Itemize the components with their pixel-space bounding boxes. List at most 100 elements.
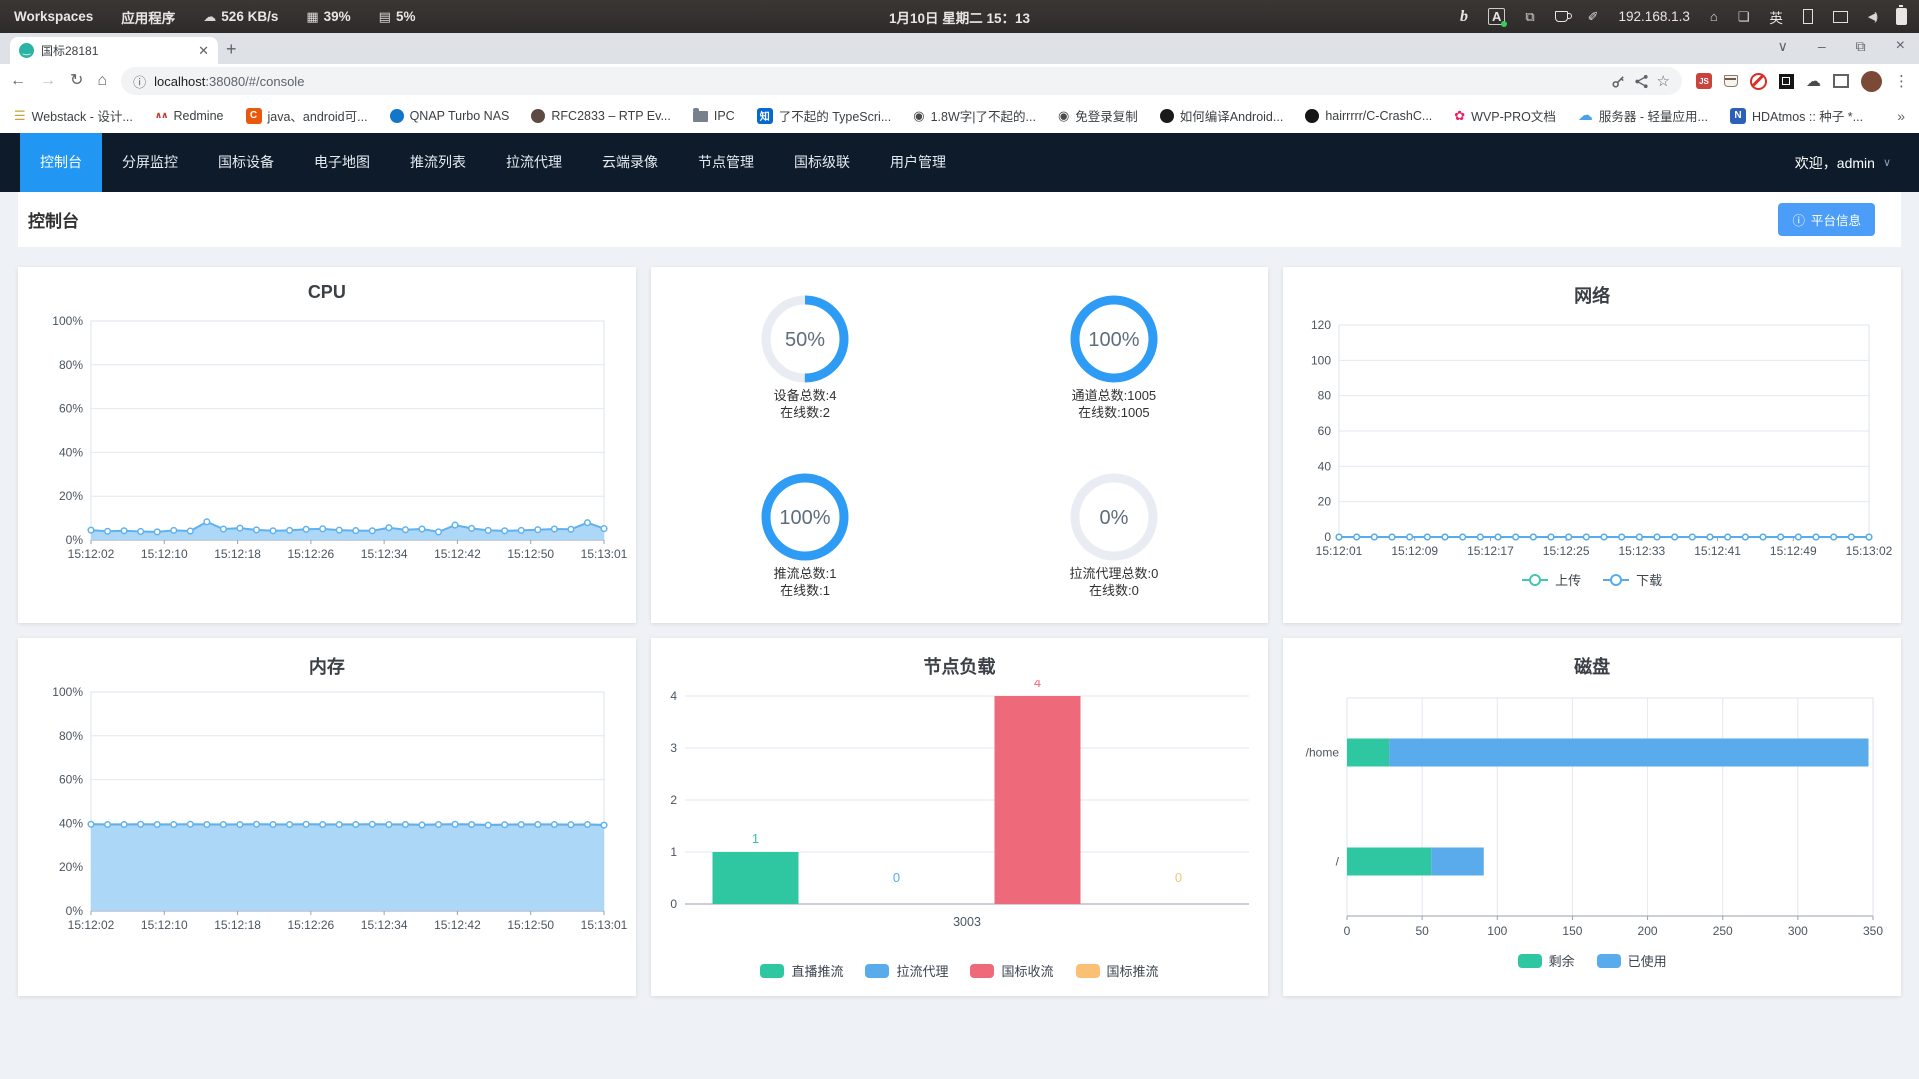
legend-item[interactable]: 国标收流 xyxy=(970,961,1054,980)
user-menu[interactable]: 欢迎，admin ∨ xyxy=(1795,153,1919,173)
cup-extension-icon[interactable] xyxy=(1724,75,1738,87)
nav-item-split-screen[interactable]: 分屏监控 xyxy=(122,154,178,170)
dark-cloud-extension-icon[interactable]: ☁ xyxy=(1806,73,1821,90)
legend-item[interactable]: 上传 xyxy=(1522,570,1581,589)
svg-text:20: 20 xyxy=(1318,495,1332,509)
input-method-indicator[interactable]: 英 xyxy=(1769,10,1783,26)
legend-item[interactable]: 下载 xyxy=(1603,570,1662,589)
nav-item-e-map[interactable]: 电子地图 xyxy=(314,154,370,170)
clock[interactable]: 1月10日 星期二 15：13 xyxy=(888,10,1031,26)
svg-text:15:12:09: 15:12:09 xyxy=(1392,544,1439,558)
ip-address[interactable]: 192.168.1.3 xyxy=(1618,9,1690,24)
svg-text:80%: 80% xyxy=(59,358,83,372)
svg-text:100%: 100% xyxy=(52,314,83,328)
svg-text:250: 250 xyxy=(1713,924,1733,938)
window-switch-icon[interactable]: ❏ xyxy=(1737,8,1750,24)
home-button[interactable]: ⌂ xyxy=(97,72,108,89)
profile-avatar[interactable] xyxy=(1861,70,1882,92)
tab-close-icon[interactable]: ✕ xyxy=(198,42,209,58)
bookmark-item[interactable]: RFC2833 – RTP Ev... xyxy=(531,108,671,123)
bookmark-item[interactable]: ☁ 服务器 - 轻量应用... xyxy=(1578,106,1708,125)
svg-text:15:12:02: 15:12:02 xyxy=(68,918,115,932)
bookmark-item[interactable]: N HDAtmos :: 种子 *... xyxy=(1729,106,1863,125)
window-close-button[interactable]: × xyxy=(1895,37,1905,54)
bookmark-star-icon[interactable]: ☆ xyxy=(1656,73,1670,90)
svg-text:20%: 20% xyxy=(59,860,83,874)
legend-label: 国标推流 xyxy=(1106,964,1159,979)
window-minimize-button[interactable]: – xyxy=(1817,38,1826,54)
nav-item-push-list[interactable]: 推流列表 xyxy=(410,154,466,170)
url-text[interactable]: localhost:38080/#/console xyxy=(154,73,305,89)
coffee-tray-icon[interactable] xyxy=(1554,11,1572,22)
copy-free-icon: ◉ xyxy=(1057,108,1070,123)
legend-item[interactable]: 直播推流 xyxy=(760,961,843,980)
load-legend: 直播推流 拉流代理 国标收流 国标推流 xyxy=(651,961,1269,980)
site-info-icon[interactable]: ⓘ xyxy=(133,74,147,90)
applications-button[interactable]: 应用程序 xyxy=(121,10,176,26)
window-extension-icon[interactable] xyxy=(1833,74,1849,88)
legend-marker-icon xyxy=(1522,573,1549,586)
svg-text:3003: 3003 xyxy=(953,915,981,929)
bookmark-label: java、android可... xyxy=(267,110,368,124)
legend-item[interactable]: 已使用 xyxy=(1596,951,1667,970)
bookmark-label: IPC xyxy=(713,108,735,123)
bookmark-item[interactable]: ◉ 免登录复制 xyxy=(1058,106,1138,125)
nav-item-pull-proxy[interactable]: 拉流代理 xyxy=(506,154,562,170)
reload-button[interactable]: ↻ xyxy=(70,72,84,89)
nav-item-gb-cascade[interactable]: 国标级联 xyxy=(794,154,850,170)
volume-icon[interactable]: ◀) xyxy=(1867,11,1878,23)
nav-item-gb-device[interactable]: 国标设备 xyxy=(218,154,274,170)
platform-info-button[interactable]: ⓘ 平台信息 xyxy=(1778,203,1875,236)
bookmark-item[interactable]: ☰ Webstack - 设计... xyxy=(14,106,133,125)
svg-text:0%: 0% xyxy=(66,904,84,918)
battery-icon xyxy=(1896,5,1907,25)
js-extension-icon[interactable]: JS xyxy=(1696,73,1712,89)
bookmarks-overflow-chevron[interactable]: » xyxy=(1897,107,1905,124)
bookmark-item[interactable]: ◉ 1.8W字|了不起的... xyxy=(913,106,1036,125)
bookmark-item[interactable]: 知了不起的 TypeScri... xyxy=(756,106,891,125)
password-key-icon[interactable] xyxy=(1611,74,1626,89)
svg-text:3: 3 xyxy=(670,741,677,755)
svg-text:1: 1 xyxy=(670,845,677,859)
bing-tray-icon[interactable]: b xyxy=(1459,7,1468,25)
svg-text:2: 2 xyxy=(670,793,677,807)
tab-search-chevron-icon[interactable]: ∨ xyxy=(1777,37,1788,54)
chevron-down-icon: ∨ xyxy=(1882,157,1891,169)
picker-tray-icon[interactable]: ✐ xyxy=(1587,8,1599,24)
phone-link-icon[interactable] xyxy=(1802,9,1813,24)
share-icon[interactable] xyxy=(1634,74,1649,89)
svg-text:0: 0 xyxy=(1175,870,1182,885)
nav-item-console[interactable]: 控制台 xyxy=(20,133,102,192)
svg-text:40: 40 xyxy=(1318,459,1332,473)
screen-mirror-extension-icon[interactable] xyxy=(1779,73,1794,89)
bookmark-item[interactable]: 如何编译Android... xyxy=(1159,106,1283,125)
bookmark-item[interactable]: IPC xyxy=(692,108,735,123)
window-maximize-button[interactable]: ⧉ xyxy=(1855,37,1866,54)
bookmark-item[interactable]: hairrrrr/C-CrashC... xyxy=(1305,108,1432,123)
nav-item-user-manage[interactable]: 用户管理 xyxy=(890,154,946,170)
legend-item[interactable]: 拉流代理 xyxy=(865,961,948,980)
clipboard-tray-icon[interactable]: ⧉ xyxy=(1525,8,1535,24)
bookmark-item[interactable]: ∧∧ Redmine xyxy=(155,109,224,123)
legend-item[interactable]: 剩余 xyxy=(1517,951,1575,970)
display-icon[interactable] xyxy=(1832,10,1848,23)
nav-item-cloud-record[interactable]: 云端录像 xyxy=(602,154,658,170)
bookmark-label: 服务器 - 轻量应用... xyxy=(1598,110,1708,124)
back-button[interactable]: ← xyxy=(10,72,26,89)
workspaces-button[interactable]: Workspaces xyxy=(14,9,94,24)
new-tab-button[interactable]: + xyxy=(226,39,237,59)
blocker-extension-icon[interactable] xyxy=(1750,72,1767,90)
bookmark-item[interactable]: ✿ WVP-PRO文档 xyxy=(1454,106,1556,125)
nav-item-node-manage[interactable]: 节点管理 xyxy=(698,154,754,170)
legend-label: 剩余 xyxy=(1548,954,1575,969)
legend-marker-icon xyxy=(970,963,995,978)
bookmark-item[interactable]: QNAP Turbo NAS xyxy=(389,108,509,123)
browser-menu-icon[interactable]: ⋮ xyxy=(1894,72,1909,90)
forward-button[interactable]: → xyxy=(40,72,56,89)
translate-tray-icon[interactable]: A xyxy=(1487,8,1508,27)
address-bar[interactable]: ⓘ localhost:38080/#/console ☆ xyxy=(121,67,1682,95)
browser-tab[interactable]: ‿ 国标28181 ✕ xyxy=(10,37,218,64)
legend-item[interactable]: 国标推流 xyxy=(1075,961,1159,980)
home-tray-icon[interactable]: ⌂ xyxy=(1709,9,1718,24)
